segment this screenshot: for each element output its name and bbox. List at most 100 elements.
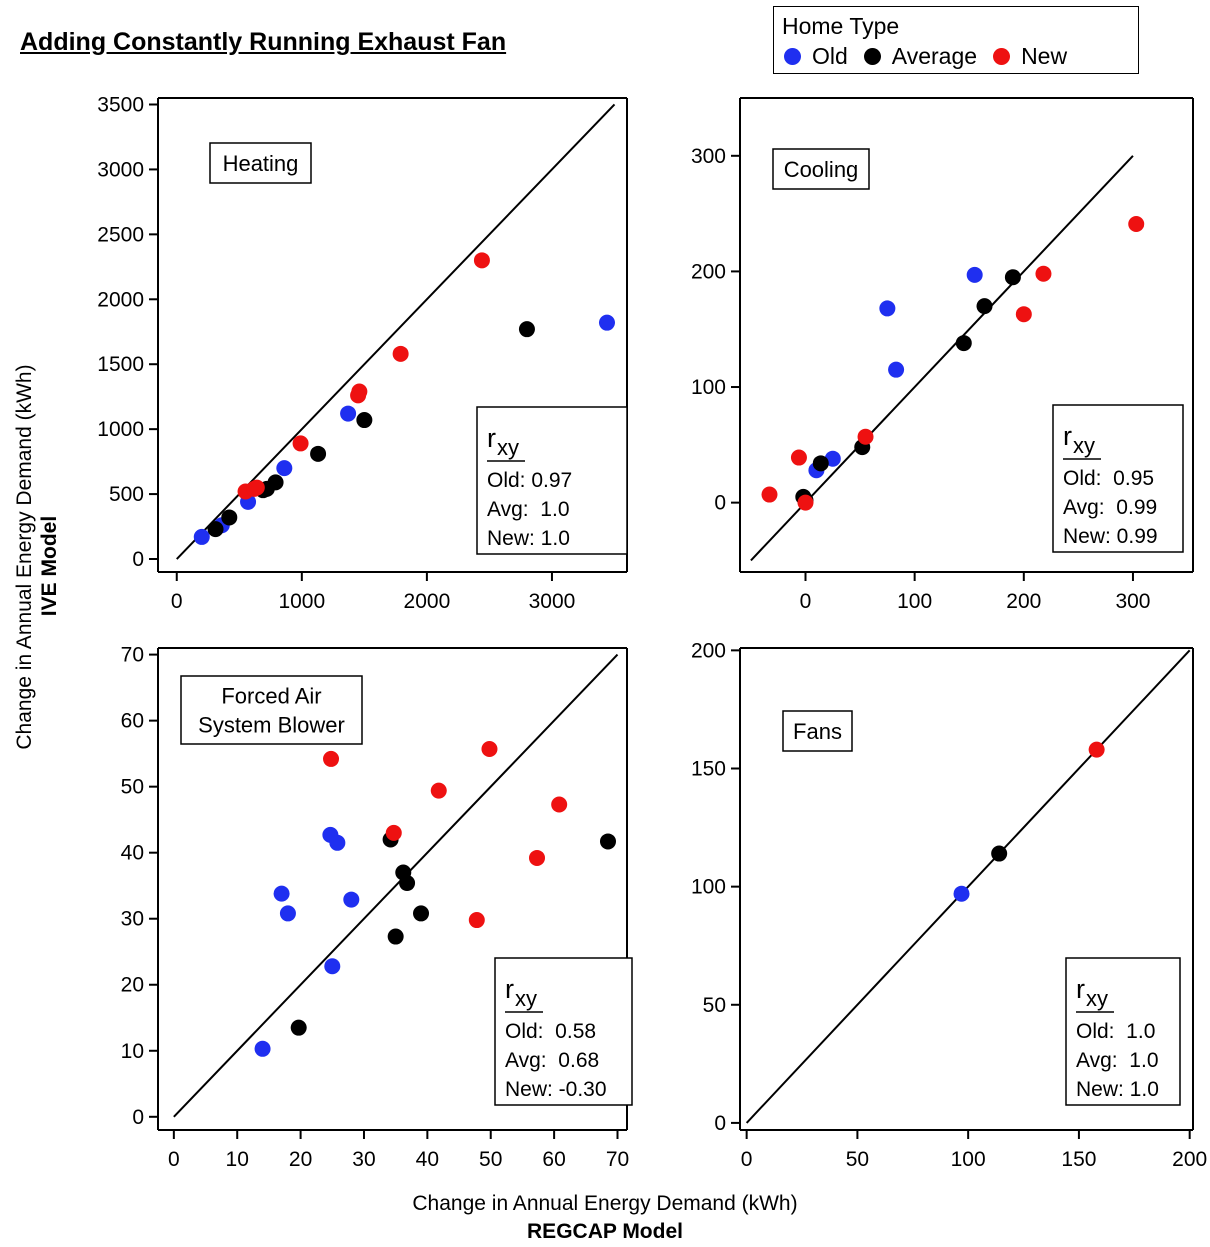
legend-item-new: New bbox=[993, 43, 1067, 70]
x-tick-label: 70 bbox=[606, 1148, 629, 1171]
y-tick-label: 70 bbox=[121, 644, 144, 667]
x-axis-model-label: REGCAP Model bbox=[527, 1220, 683, 1243]
stats-box bbox=[1052, 404, 1184, 553]
x-tick-label: 10 bbox=[226, 1148, 249, 1171]
stats-header: r bbox=[487, 423, 496, 453]
y-tick-label: 10 bbox=[121, 1040, 144, 1063]
panel-label-text: Heating bbox=[223, 151, 299, 176]
stats-line: Old: 0.58 bbox=[505, 1020, 596, 1043]
data-point-average bbox=[991, 845, 1008, 862]
data-point-new bbox=[323, 750, 340, 767]
legend-label-new: New bbox=[1021, 43, 1068, 69]
panel-label-box bbox=[209, 142, 312, 184]
data-point-average bbox=[310, 445, 327, 462]
data-point-new bbox=[385, 824, 402, 841]
data-point-new bbox=[1128, 216, 1145, 233]
panel-label-text: Cooling bbox=[784, 157, 859, 182]
y-tick-label: 1000 bbox=[97, 418, 144, 441]
data-point-new bbox=[430, 782, 447, 799]
y-tick-label: 50 bbox=[121, 776, 144, 799]
data-point-new bbox=[1088, 741, 1105, 758]
y-tick-label: 500 bbox=[109, 483, 144, 506]
data-point-new bbox=[351, 383, 368, 400]
panel-label-text: Fans bbox=[793, 719, 842, 744]
data-point-new bbox=[292, 435, 309, 452]
data-point-old bbox=[343, 891, 360, 908]
x-tick-label: 200 bbox=[1006, 590, 1041, 613]
y-tick-label: 300 bbox=[691, 145, 726, 168]
panel-label-text: Forced Air bbox=[221, 684, 321, 709]
data-point-average bbox=[290, 1019, 307, 1036]
y-tick-label: 200 bbox=[691, 639, 726, 662]
data-point-new bbox=[761, 486, 778, 503]
data-point-average bbox=[812, 455, 829, 472]
stats-line: New: -0.30 bbox=[505, 1078, 607, 1101]
panel-4: 0 50 100 150 200 0 50 100 150 200 Fans r xy Old: 1.0 A… bbox=[691, 639, 1207, 1171]
x-tick-label: 50 bbox=[846, 1148, 869, 1171]
y-tick-label: 60 bbox=[121, 710, 144, 733]
data-point-new bbox=[392, 345, 409, 362]
y-tick-label: 0 bbox=[714, 492, 726, 515]
stats-line: New: 0.99 bbox=[1063, 525, 1158, 548]
legend-marker-old bbox=[784, 48, 801, 65]
panel-3: 0 10 20 30 40 50 60 70 0 10 20 30 40 50 60 70 Forced Air… bbox=[121, 644, 633, 1171]
data-point-average bbox=[267, 474, 284, 491]
y-tick-label: 3500 bbox=[97, 93, 144, 116]
x-tick-label: 0 bbox=[800, 590, 812, 613]
stats-subscript: xy bbox=[497, 435, 519, 460]
data-point-new bbox=[468, 912, 485, 929]
x-tick-label: 0 bbox=[171, 590, 183, 613]
x-tick-label: 0 bbox=[168, 1148, 180, 1171]
x-tick-label: 200 bbox=[1172, 1148, 1207, 1171]
y-tick-label: 200 bbox=[691, 260, 726, 283]
data-point-old bbox=[276, 460, 293, 477]
legend: Home Type Old Average New bbox=[773, 6, 1139, 74]
one-to-one-line bbox=[750, 155, 1134, 562]
panel-1: 0 500 1000 1500 2000 2500 3000 3500 0 1000 2000 300… bbox=[97, 93, 628, 613]
x-tick-label: 100 bbox=[951, 1148, 986, 1171]
data-point-old bbox=[254, 1040, 271, 1057]
data-point-new bbox=[790, 449, 807, 466]
stats-line: Old: 1.0 bbox=[1076, 1020, 1155, 1043]
data-point-old bbox=[879, 300, 896, 317]
data-point-old bbox=[329, 834, 346, 851]
stats-header: r bbox=[1076, 974, 1085, 1004]
data-point-average bbox=[518, 321, 535, 338]
data-point-average bbox=[1004, 269, 1021, 286]
data-point-average bbox=[207, 521, 224, 538]
y-tick-label: 0 bbox=[132, 1106, 144, 1129]
x-tick-label: 30 bbox=[352, 1148, 375, 1171]
y-tick-label: 2500 bbox=[97, 223, 144, 246]
figure-title: Adding Constantly Running Exhaust Fan bbox=[20, 28, 507, 56]
legend-label-average: Average bbox=[891, 43, 978, 69]
y-tick-label: 20 bbox=[121, 974, 144, 997]
legend-item-old: Old bbox=[784, 43, 848, 70]
data-point-new bbox=[551, 796, 568, 813]
y-axis-model-label: IVE Model bbox=[38, 515, 61, 617]
data-point-average bbox=[955, 335, 972, 352]
stats-line: Old: 0.95 bbox=[1063, 467, 1154, 490]
stats-line: Avg: 0.99 bbox=[1063, 496, 1157, 519]
data-point-new bbox=[1035, 265, 1052, 282]
stats-header: r bbox=[505, 974, 514, 1004]
data-point-average bbox=[976, 298, 993, 315]
data-point-old bbox=[888, 361, 905, 378]
stats-line: Avg: 1.0 bbox=[1076, 1049, 1159, 1072]
y-tick-label: 100 bbox=[691, 376, 726, 399]
stats-line: Avg: 1.0 bbox=[487, 498, 570, 521]
y-tick-label: 0 bbox=[714, 1112, 726, 1135]
data-point-old bbox=[273, 885, 290, 902]
data-point-average bbox=[399, 875, 416, 892]
data-point-average bbox=[599, 833, 616, 850]
y-tick-label: 30 bbox=[121, 908, 144, 931]
x-tick-label: 1000 bbox=[278, 590, 325, 613]
x-tick-label: 100 bbox=[897, 590, 932, 613]
y-tick-label: 150 bbox=[691, 758, 726, 781]
legend-label-old: Old bbox=[812, 43, 848, 69]
legend-title: Home Type bbox=[782, 13, 900, 39]
data-point-new bbox=[857, 428, 874, 445]
y-tick-label: 3000 bbox=[97, 158, 144, 181]
data-point-old bbox=[824, 450, 841, 467]
data-point-old bbox=[966, 266, 983, 283]
